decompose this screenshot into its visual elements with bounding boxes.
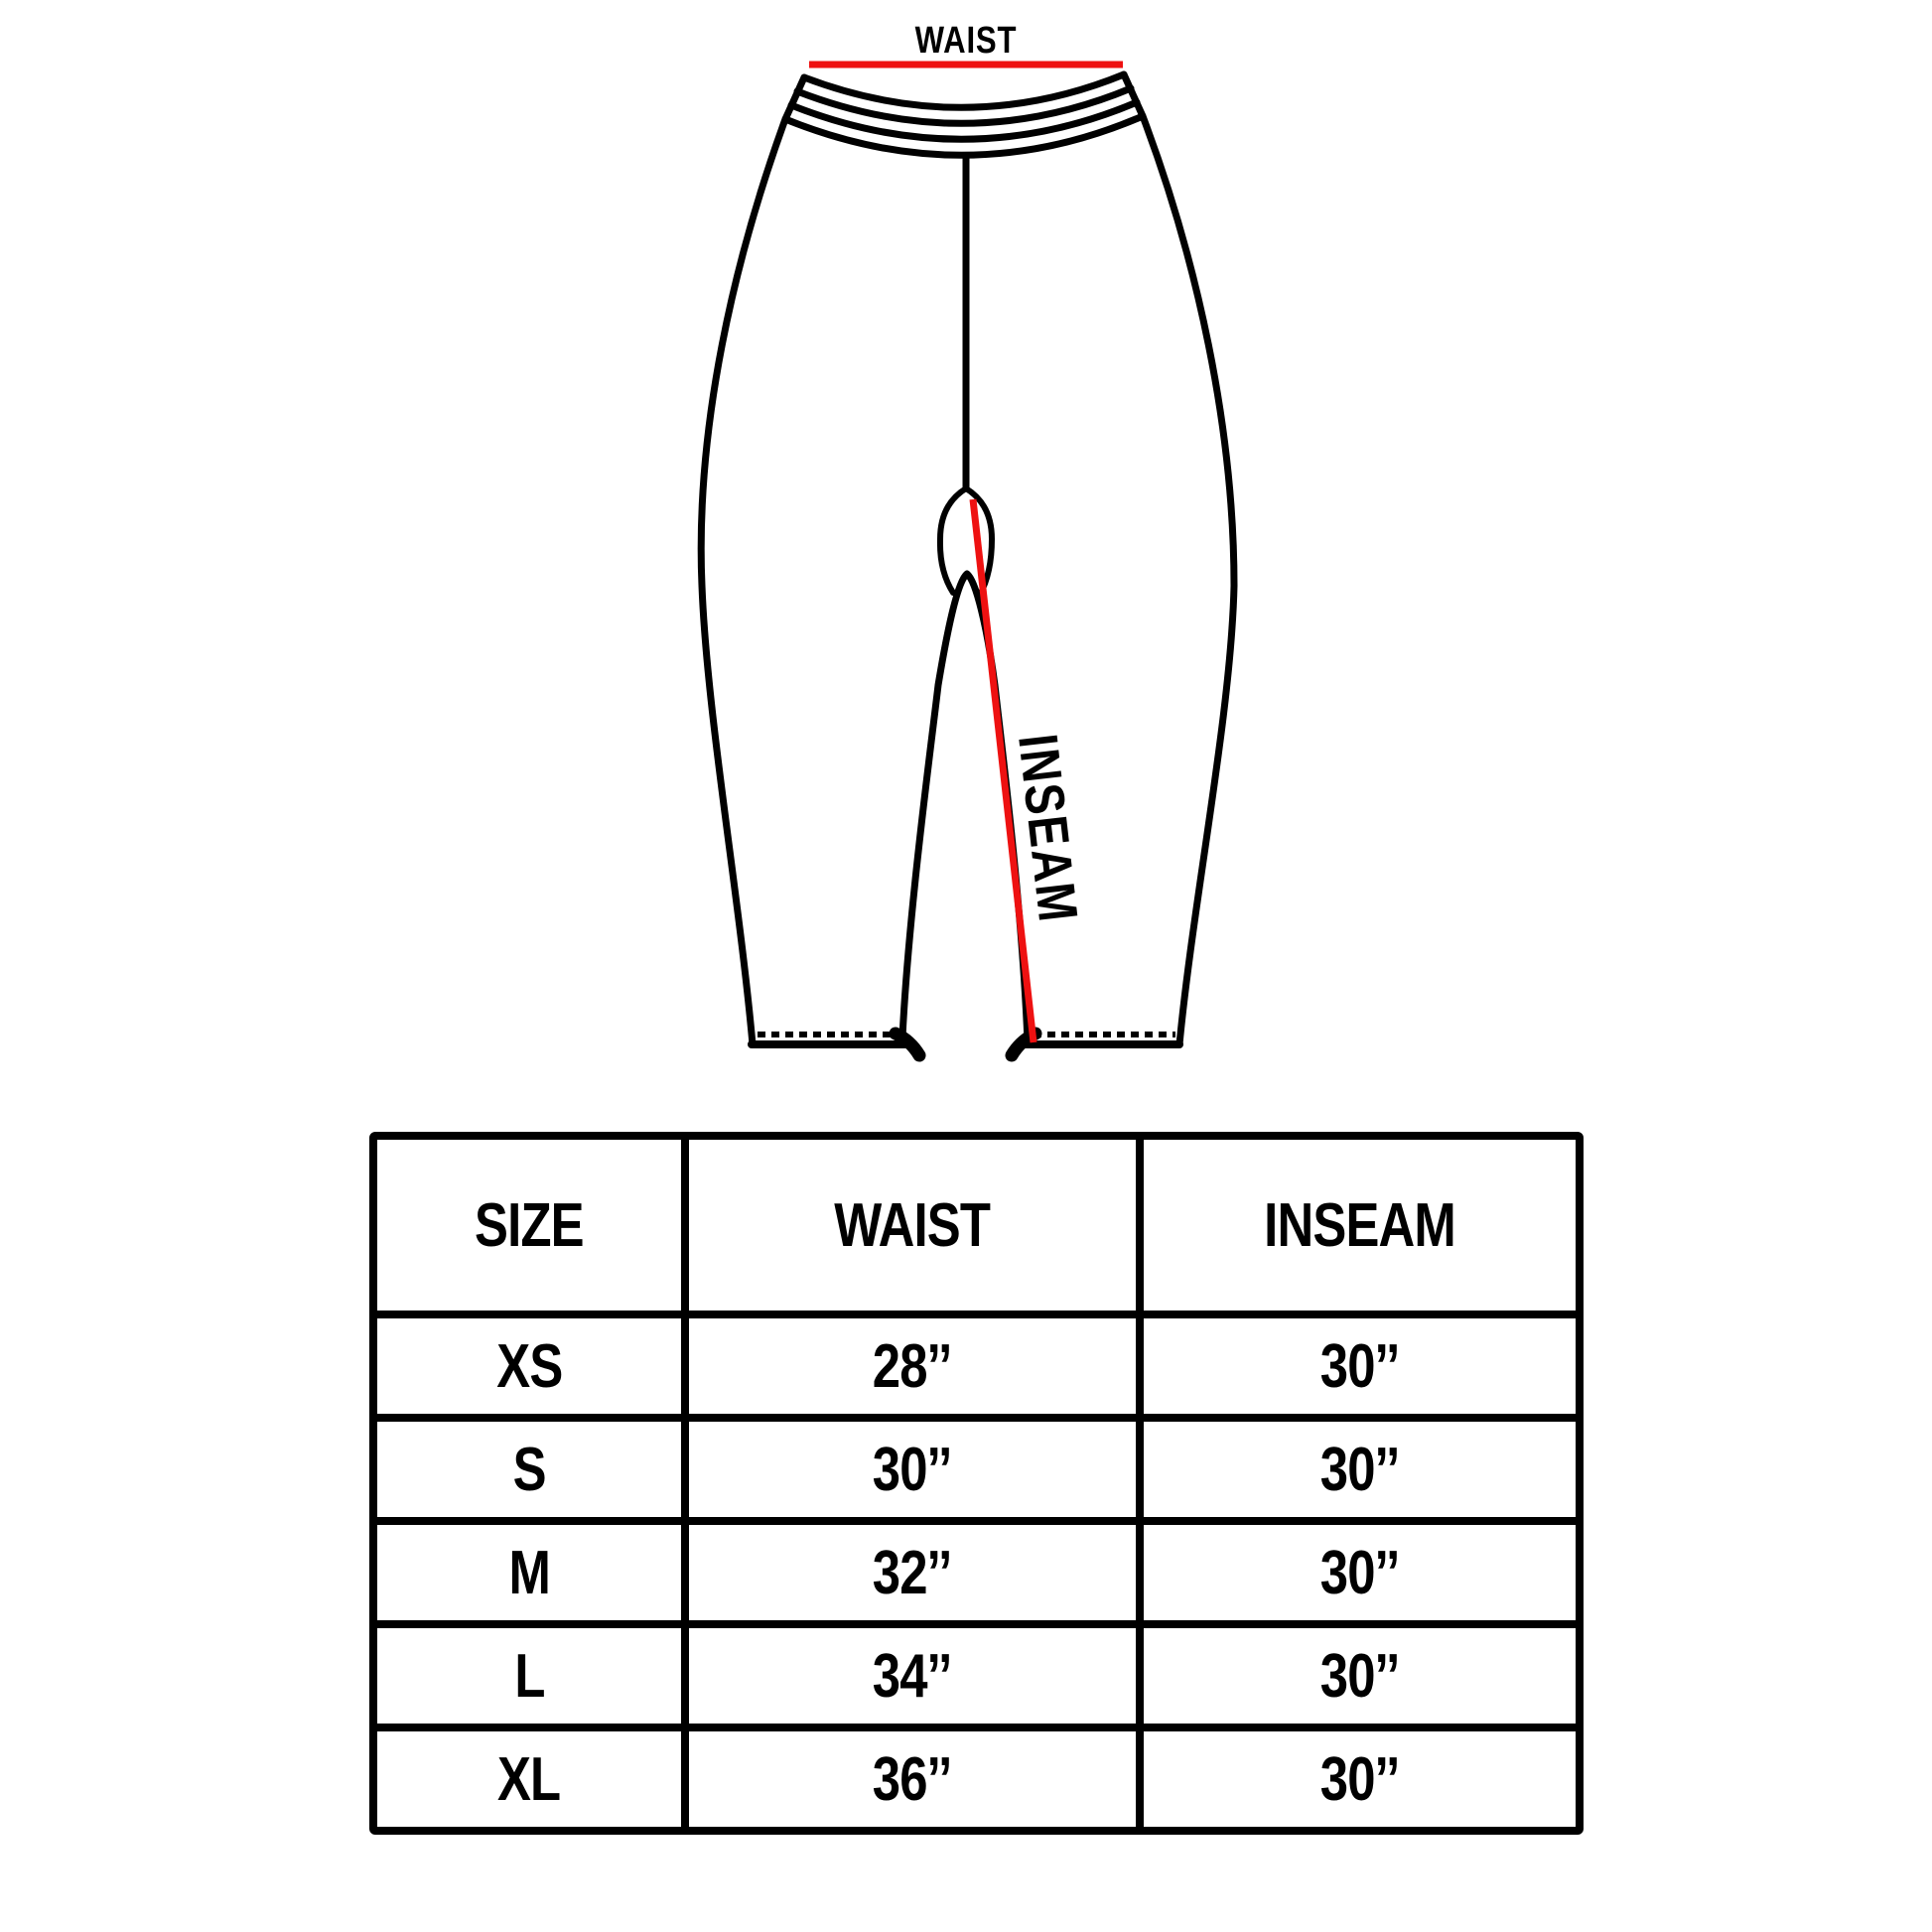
hem-left-flick — [889, 1027, 926, 1062]
inseam-measure-line — [969, 498, 1037, 1043]
header-waist: WAIST — [689, 1140, 1136, 1311]
cell-waist-xl: 36’’ — [689, 1731, 1136, 1827]
waistband-lines — [781, 70, 1147, 159]
header-size-label: SIZE — [475, 1190, 585, 1260]
outer-seam-right — [1120, 70, 1238, 1048]
cell-inseam-s: 30’’ — [1144, 1422, 1576, 1517]
cell-inseam-xs: 30’’ — [1144, 1318, 1576, 1414]
cell-inseam-xl: 30’’ — [1144, 1731, 1576, 1827]
waist-measure-label: WAIST — [915, 20, 1018, 62]
header-waist-label: WAIST — [834, 1190, 992, 1260]
cell-waist-s: 30’’ — [689, 1422, 1136, 1517]
cell-inseam-l: 30’’ — [1144, 1628, 1576, 1724]
cell-inseam-m: 30’’ — [1144, 1525, 1576, 1620]
header-inseam-label: INSEAM — [1264, 1190, 1456, 1260]
size-chart-table: SIZE WAIST INSEAM XS 28’’ 30’’ S 30’’ 30… — [369, 1132, 1584, 1835]
cell-size-s: S — [377, 1422, 681, 1517]
cell-size-m: M — [377, 1525, 681, 1620]
header-size: SIZE — [377, 1140, 681, 1311]
cell-size-l: L — [377, 1628, 681, 1724]
cell-size-xl: XL — [377, 1731, 681, 1827]
cell-waist-xs: 28’’ — [689, 1318, 1136, 1414]
cell-waist-m: 32’’ — [689, 1525, 1136, 1620]
cell-size-xs: XS — [377, 1318, 681, 1414]
crotch-loop — [936, 485, 995, 598]
cell-waist-l: 34’’ — [689, 1628, 1136, 1724]
header-inseam: INSEAM — [1144, 1140, 1576, 1311]
outer-seam-left — [697, 73, 808, 1048]
